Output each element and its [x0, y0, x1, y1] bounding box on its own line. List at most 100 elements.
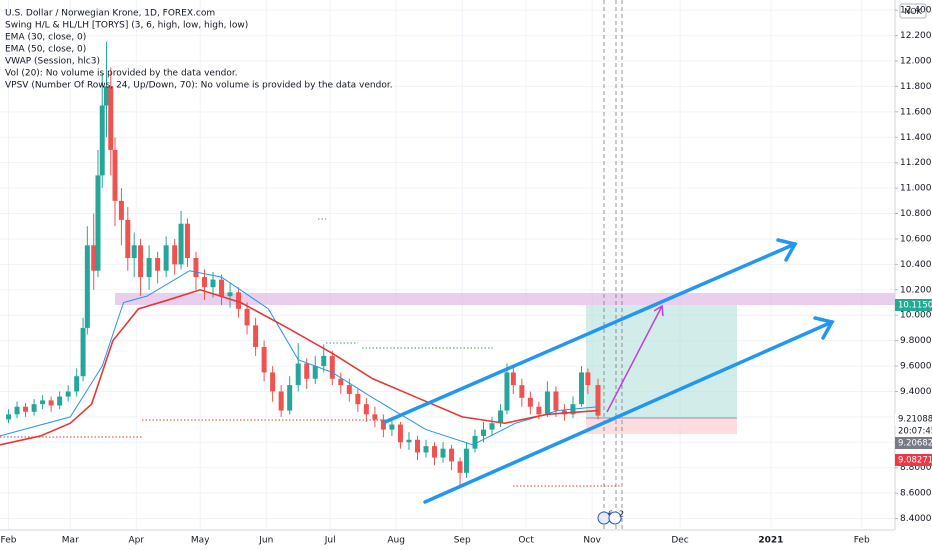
candle — [23, 402, 29, 417]
currency-badge[interactable] — [899, 3, 927, 19]
arrow-head — [653, 304, 664, 317]
y-tick-label: 10.80000 — [900, 209, 932, 219]
candle — [363, 397, 369, 422]
candle — [329, 350, 335, 386]
candle — [155, 251, 161, 284]
stop-box — [586, 418, 737, 434]
candle — [84, 226, 90, 335]
candle — [432, 442, 438, 466]
candle-body — [536, 406, 542, 415]
candle-body — [253, 325, 259, 347]
candle-body — [321, 355, 327, 367]
projection — [606, 304, 664, 413]
candle-body — [74, 376, 80, 392]
candle-body — [372, 414, 378, 420]
arrow-head — [776, 238, 798, 262]
candle — [423, 439, 429, 458]
candle — [527, 391, 533, 415]
candle — [118, 188, 124, 246]
plot — [0, 41, 601, 486]
candle-body — [178, 223, 184, 265]
x-tick-label: Sep — [454, 536, 471, 546]
candle — [585, 368, 591, 395]
candle-body — [463, 448, 469, 473]
candle-body — [219, 279, 225, 297]
candle-body — [201, 277, 207, 288]
candle-body — [363, 404, 369, 415]
candle-body — [95, 175, 101, 271]
y-tick-label: 12.40000 — [900, 6, 932, 16]
candle — [304, 358, 310, 389]
labels: Swing H/L & HL/LH [TORYS] (3, 6, high, l… — [1, 6, 932, 546]
y-tick-label: 11.20000 — [900, 158, 932, 168]
ema-line — [0, 288, 599, 446]
candle-body — [389, 424, 395, 430]
candle-body — [355, 394, 361, 405]
price-label-box — [895, 413, 932, 425]
candle-body — [295, 363, 301, 386]
ema-line — [0, 270, 599, 446]
candle-body — [449, 448, 455, 462]
candle-body — [155, 258, 161, 271]
y-tick-label: 8.80000 — [900, 463, 932, 473]
x-tick-label: Oct — [518, 536, 534, 546]
candle-body — [595, 385, 601, 416]
candle — [457, 457, 463, 486]
candle — [270, 366, 276, 402]
candle-body — [210, 279, 216, 288]
x-tick-label: Aug — [387, 536, 405, 546]
candle-body — [146, 258, 152, 278]
candle — [125, 207, 131, 271]
resistance-zone — [115, 293, 895, 305]
candle-body — [31, 404, 37, 412]
x-tick-label: May — [191, 536, 210, 546]
candle — [489, 416, 495, 436]
currency: NOK — [904, 7, 922, 16]
candle — [178, 210, 184, 270]
y-tick-label: 9.80000 — [900, 336, 932, 346]
x-tick-label: 2021 — [758, 536, 783, 546]
candle-body — [48, 400, 54, 406]
y-tick-label: 9.40000 — [900, 387, 932, 397]
y-tick-label: 8.60000 — [900, 489, 932, 499]
candle — [57, 391, 63, 410]
y-tick-label: 8.40000 — [900, 514, 932, 524]
candle-body — [138, 245, 144, 278]
candle — [108, 67, 114, 176]
candle-body — [108, 86, 114, 150]
candle — [31, 399, 37, 416]
price-label: 9.21088 — [898, 415, 932, 425]
candle-body — [489, 423, 495, 430]
price-label: 9.08271 — [898, 456, 932, 466]
candle-body — [112, 149, 118, 201]
x-tick-label: Nov — [583, 536, 601, 546]
y-tick-label: 11.40000 — [900, 133, 932, 143]
candle-body — [278, 391, 284, 411]
candle — [355, 388, 361, 412]
candle-body — [65, 391, 71, 397]
candle — [519, 378, 525, 407]
x-tick-label: Dec — [671, 536, 688, 546]
candle — [397, 421, 403, 449]
target-box — [586, 305, 737, 418]
x-tick-label: Jun — [258, 536, 273, 546]
chart-title: U.S. Dollar / Norwegian Krone, 1D, FOREX… — [5, 9, 215, 19]
candle — [193, 251, 199, 290]
candle — [104, 41, 109, 138]
candle-body — [338, 378, 344, 386]
candle — [131, 232, 137, 278]
candle — [440, 442, 446, 463]
candle — [261, 340, 267, 382]
y-tick-label: 10.00000 — [900, 311, 932, 321]
candle — [463, 442, 469, 478]
candle-body — [84, 245, 90, 328]
y-tick-label: 10.20000 — [900, 285, 932, 295]
candle-body — [270, 372, 276, 392]
candle-body — [304, 363, 310, 379]
candle-body — [527, 397, 533, 407]
candle — [95, 149, 101, 278]
candle — [112, 137, 118, 227]
y-tick-label: 10.40000 — [900, 260, 932, 270]
candle — [80, 317, 86, 382]
candle — [414, 435, 420, 461]
